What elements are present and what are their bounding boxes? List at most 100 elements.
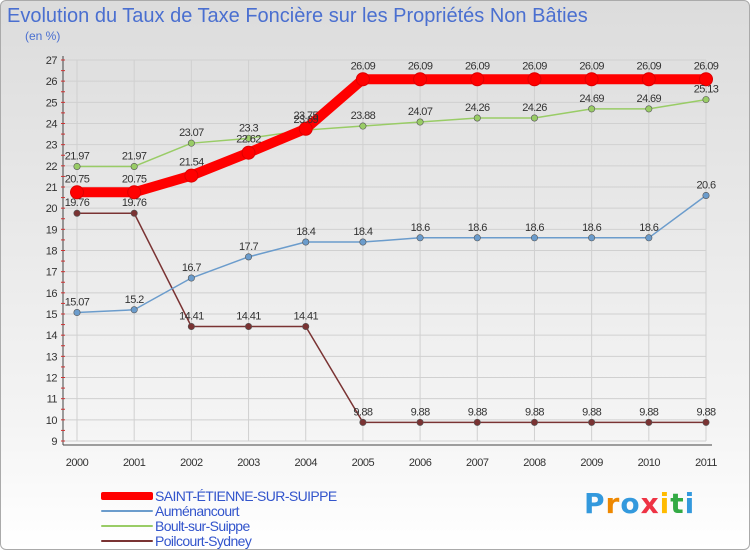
- data-point: [702, 418, 710, 426]
- data-label: 23.07: [179, 127, 204, 139]
- data-point: [127, 185, 142, 200]
- y-tick-label: 25: [46, 97, 58, 109]
- logo-letter: t: [670, 487, 685, 520]
- logo-letter: r: [605, 487, 621, 520]
- data-label: 20.6: [696, 179, 715, 191]
- data-label: 23.75: [293, 110, 318, 122]
- y-tick-label: 24: [46, 119, 58, 131]
- legend-label: Boult-sur-Suippe: [155, 517, 250, 534]
- data-point: [298, 121, 313, 136]
- data-label: 25.13: [694, 84, 719, 96]
- y-tick-label: 14: [46, 330, 58, 342]
- x-tick-label: 2000: [66, 457, 89, 469]
- data-point: [359, 238, 367, 246]
- series-line: [76, 98, 707, 168]
- data-label: 24.26: [465, 102, 490, 114]
- data-label: 19.76: [65, 197, 90, 209]
- data-label: 9.88: [411, 406, 430, 418]
- data-point: [130, 209, 138, 217]
- data-label: 21.97: [122, 150, 147, 162]
- data-label: 26.09: [408, 60, 433, 72]
- data-point: [70, 185, 84, 200]
- data-point: [245, 134, 253, 142]
- x-tick-label: 2003: [237, 457, 260, 469]
- y-tick-label: 10: [46, 415, 58, 427]
- y-tick-label: 20: [46, 203, 58, 215]
- data-label: 18.6: [525, 222, 544, 234]
- legend-item: SAINT-ÉTIENNE-SUR-SUIPPE: [101, 487, 337, 504]
- y-tick-label: 26: [46, 76, 58, 88]
- legend-label: SAINT-ÉTIENNE-SUR-SUIPPE: [155, 487, 337, 504]
- data-point: [588, 105, 596, 113]
- y-tick-label: 27: [46, 55, 58, 67]
- x-tick-label: 2008: [523, 457, 546, 469]
- data-label: 24.69: [637, 93, 662, 105]
- x-tick-label: 2004: [294, 457, 317, 469]
- data-point: [473, 114, 481, 122]
- data-label: 9.88: [696, 406, 715, 418]
- data-label: 24.26: [522, 102, 547, 114]
- data-label: 15.2: [125, 294, 144, 306]
- data-label: 18.6: [411, 222, 430, 234]
- data-point: [73, 209, 81, 217]
- data-label: 18.4: [296, 226, 315, 238]
- data-point: [588, 234, 596, 242]
- data-point: [416, 234, 424, 242]
- y-tick-label: 23: [46, 140, 58, 152]
- data-point: [73, 309, 81, 317]
- data-label: 23.69: [293, 114, 318, 126]
- data-point: [530, 418, 538, 426]
- data-point: [413, 72, 428, 87]
- data-label: 14.41: [293, 310, 318, 322]
- data-point: [473, 418, 481, 426]
- data-label: 17.7: [239, 241, 258, 253]
- data-label: 18.6: [582, 222, 601, 234]
- data-point: [73, 162, 81, 170]
- data-point: [645, 105, 653, 113]
- data-label: 24.07: [408, 106, 433, 118]
- data-label: 9.88: [582, 406, 601, 418]
- legend-item: Auménancourt: [101, 503, 337, 519]
- data-point: [641, 72, 656, 87]
- chart-legend: SAINT-ÉTIENNE-SUR-SUIPPE Auménancourt Bo…: [101, 487, 337, 549]
- x-tick-label: 2009: [580, 457, 603, 469]
- chart-title: Evolution du Taux de Taxe Foncière sur l…: [7, 5, 588, 27]
- x-tick-label: 2001: [123, 457, 146, 469]
- legend-swatch: [101, 524, 153, 527]
- data-label: 26.09: [694, 60, 719, 72]
- data-point: [187, 139, 195, 147]
- logo-letter: i: [659, 487, 671, 520]
- legend-item: Boult-sur-Suippe: [101, 517, 337, 534]
- y-tick-label: 17: [46, 267, 58, 279]
- data-point: [302, 322, 310, 330]
- series-line: [76, 212, 707, 424]
- x-tick-label: 2011: [695, 457, 717, 469]
- data-label: 19.76: [122, 197, 147, 209]
- data-label: 26.09: [522, 60, 547, 72]
- logo-letter: P: [584, 487, 606, 520]
- data-label: 21.54: [179, 157, 204, 169]
- y-tick-label: 12: [46, 373, 58, 385]
- data-point: [187, 322, 195, 330]
- logo-letter: o: [620, 487, 641, 520]
- data-label: 18.4: [353, 226, 372, 238]
- x-tick-label: 2010: [638, 457, 661, 469]
- data-point: [130, 162, 138, 170]
- data-label: 26.09: [579, 60, 604, 72]
- data-label: 26.09: [637, 60, 662, 72]
- legend-swatch: [101, 491, 153, 500]
- logo-letter: x: [640, 487, 660, 520]
- data-label: 9.88: [525, 406, 544, 418]
- data-point: [245, 322, 253, 330]
- data-label: 9.88: [468, 406, 487, 418]
- y-tick-label: 19: [46, 224, 58, 236]
- x-tick-label: 2007: [466, 457, 489, 469]
- data-label: 23.3: [239, 122, 258, 134]
- data-point: [473, 234, 481, 242]
- legend-item: Poilcourt-Sydney: [101, 533, 337, 549]
- data-point: [187, 274, 195, 282]
- y-tick-label: 11: [47, 394, 58, 406]
- data-point: [584, 72, 599, 87]
- data-point: [530, 114, 538, 122]
